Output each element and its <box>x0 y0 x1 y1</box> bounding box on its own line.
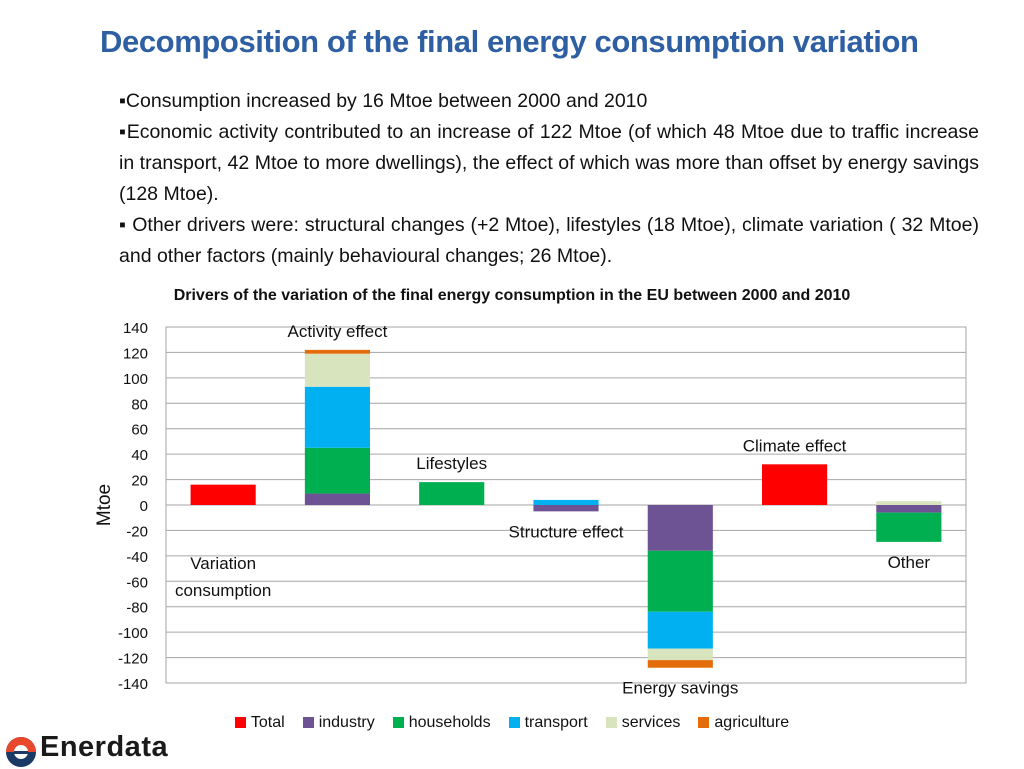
category-label: consumption <box>175 581 271 600</box>
category-label: Activity effect <box>288 322 388 341</box>
legend-swatch <box>508 717 520 728</box>
legend-item-households: households <box>392 714 491 732</box>
y-tick-label: -20 <box>126 523 148 540</box>
y-tick-label: -100 <box>118 625 148 642</box>
bar-segment-households <box>304 447 370 494</box>
bar-segment-transport <box>533 499 599 505</box>
legend-item-agriculture: agriculture <box>698 714 789 732</box>
bullet-text: Other drivers were: structural changes (… <box>119 214 979 267</box>
bullet-glyph: ▪ <box>119 90 126 112</box>
y-tick-label: -60 <box>126 574 148 591</box>
bar-segment-industry <box>304 493 370 505</box>
bar-segment-agriculture <box>647 660 713 668</box>
legend-swatch <box>302 717 314 728</box>
legend-label: Total <box>250 714 285 731</box>
chart-title: Drivers of the variation of the final en… <box>173 287 851 304</box>
slide-title: Decomposition of the final energy consum… <box>100 24 919 59</box>
category-label: Other <box>888 553 931 572</box>
y-tick-label: 100 <box>123 371 148 388</box>
legend-item-industry: industry <box>302 714 375 732</box>
y-tick-label: 0 <box>140 498 148 515</box>
bar-segment-industry <box>647 505 713 551</box>
legend-label: transport <box>524 714 588 731</box>
enerdata-logo-icon <box>6 737 36 767</box>
category-label: Energy savings <box>622 679 738 698</box>
bullet-item: ▪Economic activity contributed to an inc… <box>119 117 979 210</box>
bullet-item: ▪ Other drivers were: structural changes… <box>119 210 979 272</box>
y-tick-label: -40 <box>126 549 148 566</box>
legend-label: industry <box>318 714 375 731</box>
legend-label: agriculture <box>714 714 790 731</box>
bullet-glyph: ▪ <box>119 214 127 236</box>
legend-swatch <box>605 717 617 728</box>
y-tick-label: -140 <box>118 676 148 693</box>
category-label: Variation <box>190 554 256 573</box>
bar-segment-total <box>190 484 256 505</box>
bar-segment-households <box>876 512 942 542</box>
chart-legend: Total industry households transport services… <box>0 714 1024 732</box>
bar-segment-households <box>419 482 485 505</box>
category-label: Lifestyles <box>416 454 487 473</box>
bullet-glyph: ▪ <box>119 121 127 143</box>
bullet-text: Consumption increased by 16 Mtoe between… <box>125 90 648 112</box>
bar-segment-industry <box>876 505 942 513</box>
y-axis-label: Mtoe <box>94 484 115 526</box>
legend-label: households <box>408 714 491 731</box>
bar-segment-transport <box>647 611 713 649</box>
y-tick-label: 20 <box>131 473 148 490</box>
bullet-list: ▪Consumption increased by 16 Mtoe betwee… <box>119 86 979 272</box>
y-tick-label: -120 <box>118 651 148 668</box>
bullet-item: ▪Consumption increased by 16 Mtoe betwee… <box>119 86 979 117</box>
y-tick-label: 40 <box>131 447 148 464</box>
legend-label: services <box>621 714 681 731</box>
plot-area <box>165 326 967 684</box>
bar-segment-services <box>647 648 713 661</box>
y-tick-label: 60 <box>131 422 148 439</box>
bar-segment-services <box>304 353 370 387</box>
legend-item-total: Total <box>234 714 285 732</box>
legend-swatch <box>392 717 404 728</box>
bar-segment-industry <box>533 505 599 512</box>
bar-segment-total <box>762 464 828 505</box>
legend-swatch <box>698 717 710 728</box>
category-label: Structure effect <box>509 522 624 541</box>
legend-item-services: services <box>605 714 681 732</box>
legend-item-transport: transport <box>508 714 588 732</box>
bar-segment-transport <box>304 386 370 448</box>
legend-swatch <box>234 717 246 728</box>
y-tick-label: 140 <box>123 320 148 337</box>
y-tick-label: 80 <box>131 396 148 413</box>
bar-segment-households <box>647 550 713 612</box>
bullet-text: Economic activity contributed to an incr… <box>119 121 979 205</box>
bar-segment-services <box>876 501 942 505</box>
category-label: Climate effect <box>743 436 847 455</box>
y-tick-label: 120 <box>123 345 148 362</box>
y-tick-label: -80 <box>126 600 148 617</box>
enerdata-logo-text: Enerdata <box>40 731 169 763</box>
bar-segment-agriculture <box>304 349 370 354</box>
